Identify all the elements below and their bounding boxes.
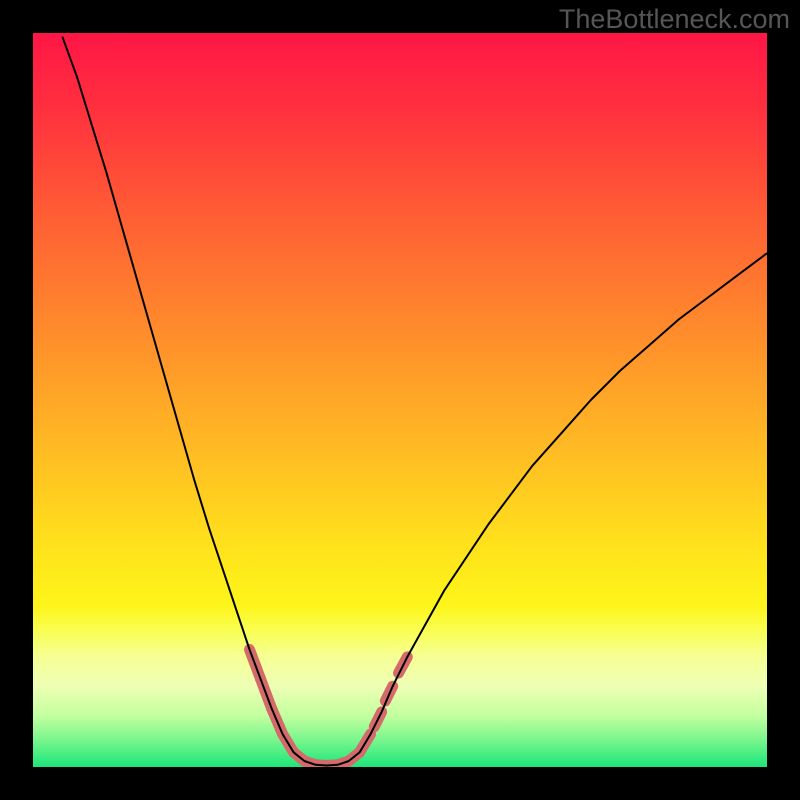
- watermark-text: TheBottleneck.com: [559, 4, 790, 35]
- plot-svg: [0, 0, 800, 800]
